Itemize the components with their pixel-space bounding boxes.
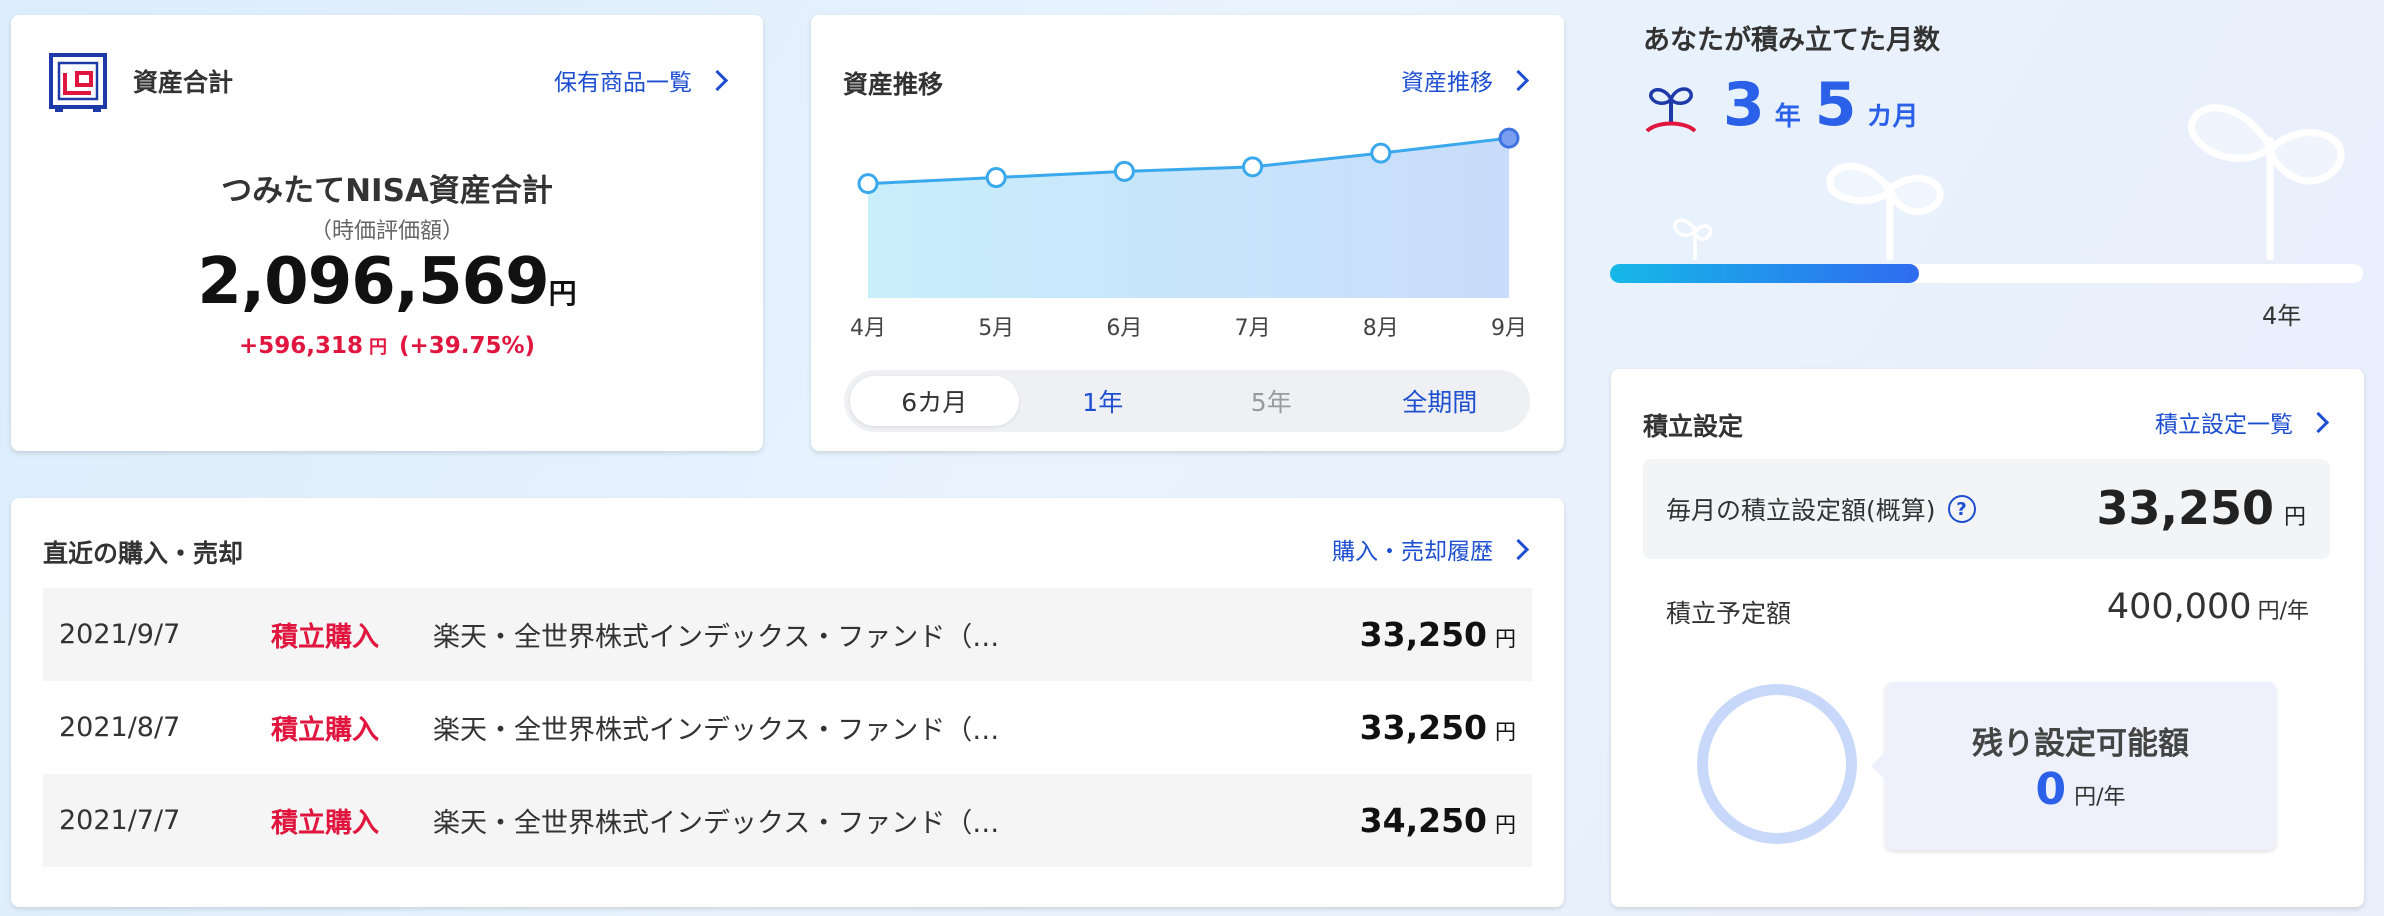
chart-x-tick-label: 6月 bbox=[1106, 316, 1142, 341]
recent-transactions-card: 直近の購入・売却 購入・売却履歴 2021/9/7 積立購入 楽天・全世界株式イ… bbox=[11, 498, 1564, 907]
chart-series-line bbox=[867, 136, 1510, 186]
chart-area bbox=[868, 138, 1509, 298]
monthly-setting-unit: 円 bbox=[2283, 505, 2306, 530]
period-selector: 6カ月 1年 5年 全期間 bbox=[844, 370, 1530, 432]
asset-trend-chart: 4月 5月 6月 7月 8月 9月 bbox=[850, 127, 1527, 341]
monthly-setting-amount: 33,250 円 bbox=[2096, 481, 2306, 535]
chart-point[interactable] bbox=[1498, 127, 1520, 149]
chart-point[interactable] bbox=[1242, 156, 1264, 178]
nisa-total-heading: つみたてNISA資産合計 bbox=[221, 173, 553, 209]
nisa-gain: +596,318 円 (+39.75%) bbox=[11, 333, 763, 359]
chevron-right-icon bbox=[2307, 411, 2330, 433]
period-tab-0[interactable]: 6カ月 bbox=[850, 376, 1019, 426]
transaction-fund: 楽天・全世界株式インデックス・ファンド（… bbox=[433, 715, 1000, 746]
monthly-setting-box: 毎月の積立設定額(概算) ? 33,250 円 bbox=[1643, 459, 2330, 559]
chart-point[interactable] bbox=[985, 167, 1007, 189]
chevron-right-icon bbox=[706, 69, 729, 91]
transaction-amount-value: 34,250 bbox=[1359, 801, 1487, 840]
months-goal-label: 4年 bbox=[2262, 302, 2302, 330]
chart-x-tick-label: 4月 bbox=[850, 316, 886, 341]
asset-total-card: 資産合計 保有商品一覧 つみたてNISA資産合計 （時価評価額） 2,096,5… bbox=[11, 15, 763, 451]
transaction-type: 積立購入 bbox=[271, 715, 379, 746]
transaction-row[interactable]: 2021/8/7 積立購入 楽天・全世界株式インデックス・ファンド（… 33,2… bbox=[43, 681, 1532, 774]
transaction-fund: 楽天・全世界株式インデックス・ファンド（… bbox=[433, 808, 1000, 839]
months-number: 5 bbox=[1814, 70, 1857, 140]
chart-point[interactable] bbox=[1113, 160, 1135, 182]
nisa-total-unit: 円 bbox=[548, 277, 577, 310]
nisa-gain-value: +596,318 bbox=[238, 333, 363, 359]
savings-settings-list-link-label: 積立設定一覧 bbox=[2155, 412, 2293, 438]
transaction-type: 積立購入 bbox=[271, 808, 379, 839]
remaining-amount-value: 0 bbox=[2035, 764, 2067, 815]
transaction-row[interactable]: 2021/9/7 積立購入 楽天・全世界株式インデックス・ファンド（… 33,2… bbox=[43, 588, 1532, 681]
help-icon[interactable]: ? bbox=[1947, 495, 1976, 523]
period-tab-3[interactable]: 全期間 bbox=[1402, 388, 1478, 417]
transaction-amount: 33,250 円 bbox=[1360, 615, 1516, 654]
nisa-gain-percent: (+39.75%) bbox=[398, 333, 536, 359]
transaction-amount-unit: 円 bbox=[1495, 813, 1516, 837]
nisa-total-value: 2,096,569 bbox=[197, 245, 549, 319]
transaction-amount-value: 33,250 bbox=[1359, 708, 1487, 747]
remaining-amount: 0 円/年 bbox=[1885, 764, 2276, 815]
transaction-date: 2021/8/7 bbox=[59, 712, 181, 743]
transaction-type: 積立購入 bbox=[271, 622, 379, 653]
recent-transactions-title: 直近の購入・売却 bbox=[43, 539, 244, 568]
transaction-fund: 楽天・全世界株式インデックス・ファンド（… bbox=[433, 622, 1000, 653]
monthly-setting-value: 33,250 bbox=[2096, 481, 2274, 535]
transaction-amount: 33,250 円 bbox=[1360, 708, 1516, 747]
months-title: あなたが積み立てた月数 bbox=[1643, 25, 1940, 56]
months-count: 3 年 5 カ月 bbox=[1643, 70, 1933, 140]
chart-x-tick-label: 7月 bbox=[1235, 316, 1271, 341]
months-unit: カ月 bbox=[1866, 102, 1919, 132]
transaction-amount-value: 33,250 bbox=[1359, 615, 1487, 654]
nisa-total-subheading: （時価評価額） bbox=[309, 219, 464, 244]
remaining-amount-box: 残り設定可能額 0 円/年 bbox=[1871, 682, 2276, 850]
chart-point[interactable] bbox=[857, 173, 879, 195]
asset-trend-link[interactable]: 資産推移 bbox=[1401, 63, 1530, 97]
transaction-amount-unit: 円 bbox=[1495, 720, 1516, 744]
sprout-icon bbox=[1645, 87, 1697, 133]
transaction-amount-unit: 円 bbox=[1495, 627, 1516, 651]
remaining-ring-chart bbox=[1697, 684, 1857, 844]
remaining-amount-title: 残り設定可能額 bbox=[1972, 726, 2189, 762]
months-progress-fill bbox=[1610, 264, 1919, 283]
period-tab-2: 5年 bbox=[1250, 388, 1292, 417]
chart-x-tick-label: 8月 bbox=[1363, 316, 1399, 341]
transaction-list: 2021/9/7 積立購入 楽天・全世界株式インデックス・ファンド（… 33,2… bbox=[43, 588, 1532, 867]
safe-logo-icon bbox=[49, 53, 107, 112]
monthly-setting-label: 毎月の積立設定額(概算) bbox=[1666, 496, 1936, 525]
transaction-date: 2021/7/7 bbox=[59, 805, 181, 836]
planned-amount-value: 400,000 bbox=[2106, 587, 2252, 627]
asset-trend-link-label: 資産推移 bbox=[1401, 70, 1493, 96]
transaction-history-link-label: 購入・売却履歴 bbox=[1332, 539, 1493, 565]
chart-x-tick-label: 9月 bbox=[1491, 316, 1527, 341]
sprout-decoration-icon bbox=[1672, 104, 2345, 260]
months-accumulated-panel: あなたが積み立てた月数 3 年 5 カ月 bbox=[1610, 0, 2366, 345]
nisa-gain-unit: 円 bbox=[368, 337, 387, 358]
period-tab-1[interactable]: 1年 bbox=[1082, 388, 1124, 417]
holdings-list-link[interactable]: 保有商品一覧 bbox=[554, 63, 729, 97]
monthly-setting-label-row: 毎月の積立設定額(概算) ? bbox=[1666, 491, 1976, 527]
nisa-total-amount: 2,096,569円 bbox=[11, 245, 763, 319]
holdings-list-link-label: 保有商品一覧 bbox=[554, 70, 692, 96]
asset-trend-card: 資産推移 資産推移 4月 5月 6月 7月 8月 9月 6カ月 1年 5年 全期間 bbox=[811, 15, 1564, 451]
savings-settings-list-link[interactable]: 積立設定一覧 bbox=[2155, 405, 2330, 439]
planned-amount-label: 積立予定額 bbox=[1666, 599, 1792, 628]
savings-settings-card: 積立設定 積立設定一覧 毎月の積立設定額(概算) ? 33,250 円 積立予定額… bbox=[1611, 369, 2364, 907]
transaction-date: 2021/9/7 bbox=[59, 619, 181, 650]
planned-amount-unit: 円/年 bbox=[2257, 599, 2309, 624]
years-unit: 年 bbox=[1774, 102, 1801, 132]
years-count: 3 bbox=[1723, 70, 1765, 140]
asset-total-title: 資産合計 bbox=[133, 68, 234, 97]
chevron-right-icon bbox=[1507, 538, 1530, 560]
transaction-row[interactable]: 2021/7/7 積立購入 楽天・全世界株式インデックス・ファンド（… 34,2… bbox=[43, 774, 1532, 867]
asset-trend-title: 資産推移 bbox=[843, 70, 944, 99]
savings-settings-title: 積立設定 bbox=[1643, 412, 1744, 441]
remaining-amount-unit: 円/年 bbox=[2074, 785, 2126, 810]
chart-x-tick-label: 5月 bbox=[978, 316, 1014, 341]
chart-point[interactable] bbox=[1370, 142, 1392, 164]
planned-amount: 400,000 円/年 bbox=[2107, 587, 2309, 627]
transaction-amount: 34,250 円 bbox=[1360, 801, 1516, 840]
transaction-history-link[interactable]: 購入・売却履歴 bbox=[1332, 532, 1530, 566]
